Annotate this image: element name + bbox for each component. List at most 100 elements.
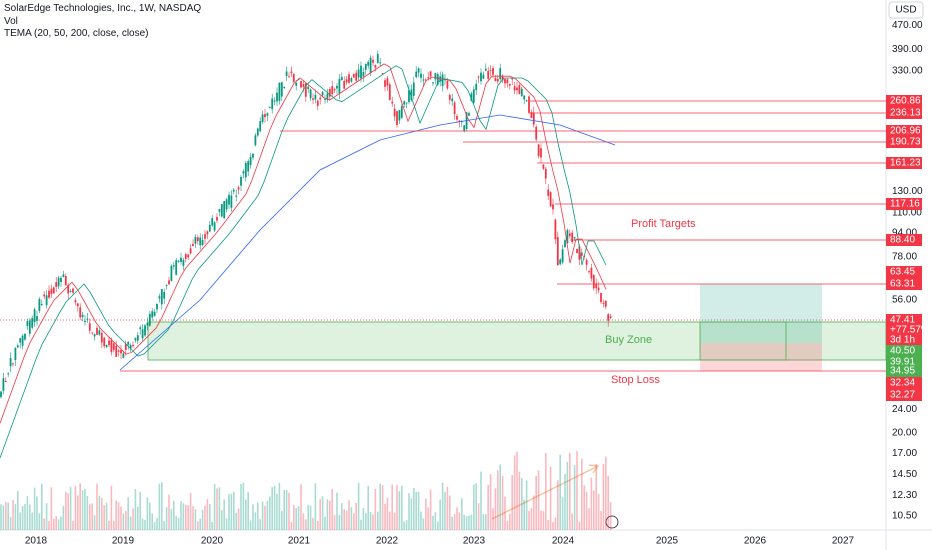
candle: [132, 344, 134, 347]
candle: [487, 70, 490, 79]
volume-bar: [329, 500, 331, 530]
currency-box[interactable]: [888, 1, 924, 19]
price-tick: 17.00: [892, 448, 917, 459]
volume-bar: [341, 503, 343, 530]
candle: [492, 68, 494, 75]
candle: [489, 69, 492, 71]
candle: [196, 237, 199, 242]
price-tag: [886, 234, 922, 246]
volume-bar: [305, 519, 307, 530]
price-tick: 14.50: [892, 469, 917, 480]
volume-bar: [281, 510, 283, 530]
volume-bar: [62, 505, 65, 530]
candle: [192, 243, 194, 247]
candle: [259, 121, 262, 132]
volume-bar: [480, 471, 482, 530]
lightning-icon[interactable]: [605, 515, 619, 529]
candle: [441, 74, 444, 86]
volume-bar: [278, 482, 281, 530]
volume-bar: [230, 493, 233, 530]
moving-average: [0, 63, 607, 424]
volume-bar: [81, 490, 84, 530]
candle: [470, 93, 473, 102]
candle: [48, 290, 50, 298]
candle: [400, 106, 403, 118]
candle: [595, 283, 598, 289]
price-tag-label: 63.31: [890, 279, 915, 290]
candle: [110, 340, 113, 353]
candle: [36, 316, 38, 321]
volume-bar: [98, 495, 101, 530]
price-tag: [886, 107, 922, 119]
candle: [153, 311, 156, 317]
price-tick: 330.00: [892, 66, 923, 77]
candle: [12, 363, 14, 365]
volume-bar: [389, 511, 391, 530]
volume-bar: [74, 485, 77, 530]
candle: [319, 97, 322, 100]
candle: [484, 68, 487, 71]
volume-bar: [381, 485, 384, 530]
volume-bar: [9, 517, 12, 530]
volume-bar: [26, 496, 29, 530]
volume-bar: [461, 498, 463, 530]
volume-bar: [273, 485, 276, 530]
volume-bar: [607, 475, 609, 530]
volume-bar: [497, 470, 499, 530]
candle: [16, 345, 19, 348]
volume-bar: [405, 520, 408, 530]
candle: [350, 78, 353, 82]
volume-bar: [348, 500, 350, 530]
volume-bar: [365, 513, 367, 530]
candle: [499, 68, 502, 80]
candle: [434, 73, 437, 80]
volume-bar: [115, 500, 117, 530]
candle: [549, 192, 552, 207]
candle: [271, 98, 274, 110]
candle: [216, 217, 218, 221]
candle: [290, 71, 293, 74]
candle: [40, 304, 43, 306]
volume-bar: [552, 521, 554, 530]
candle: [333, 89, 336, 91]
candle: [304, 83, 307, 97]
candle: [60, 277, 62, 282]
price-tick: 56.00: [892, 294, 917, 305]
volume-bar: [72, 520, 74, 530]
volume-bar: [513, 455, 516, 530]
volume-bar: [336, 492, 338, 530]
candle: [45, 295, 48, 306]
candle: [417, 68, 420, 73]
price-tag: [886, 136, 922, 148]
candle: [398, 109, 401, 121]
price-tag: [886, 278, 922, 290]
candle: [458, 120, 461, 123]
candle: [432, 82, 434, 84]
volume-bar: [410, 498, 413, 530]
volume-bar: [127, 497, 129, 530]
volume-bar: [254, 512, 257, 530]
volume-bar: [573, 465, 576, 530]
candle: [588, 271, 590, 273]
volume-bar: [168, 494, 170, 530]
candle: [244, 162, 247, 178]
candle: [511, 78, 514, 80]
volume-bar: [537, 470, 540, 530]
candle: [343, 80, 346, 89]
volume-bar: [516, 451, 518, 530]
candle: [518, 85, 521, 94]
candle: [415, 71, 418, 77]
price-tag-label: 236.13: [890, 108, 921, 119]
volume-bar: [372, 514, 374, 530]
candle: [14, 347, 17, 361]
candle: [451, 98, 454, 102]
candle: [129, 344, 132, 349]
volume-bar: [156, 518, 158, 530]
time-tick: 2026: [744, 536, 767, 547]
volume-bar: [528, 510, 530, 530]
volume-bar: [434, 512, 437, 530]
volume-bar: [33, 487, 36, 530]
candle: [456, 116, 458, 120]
volume-bar: [24, 503, 26, 530]
candle: [367, 62, 370, 66]
